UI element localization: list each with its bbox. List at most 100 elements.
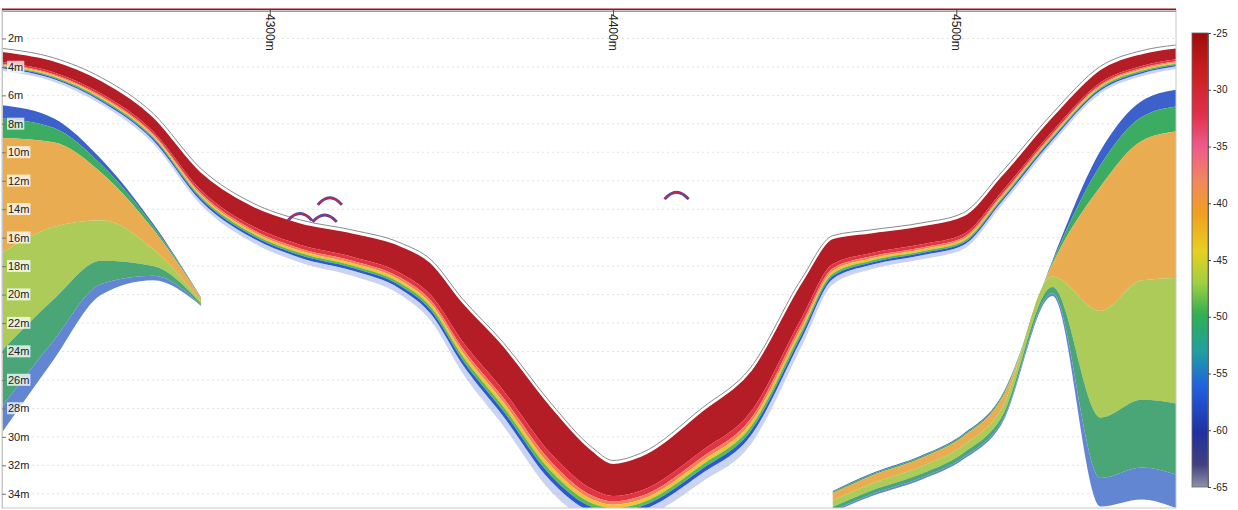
x-tick-label: 4400m: [606, 14, 620, 51]
y-tick-label: 28m: [8, 402, 29, 414]
grid-line: [2, 66, 1176, 67]
color-tick: -50: [1208, 311, 1228, 322]
label-background: [7, 32, 24, 44]
y-tick-mark: [2, 465, 6, 466]
color-tick: -30: [1208, 84, 1228, 95]
y-tick-label: 26m: [8, 374, 29, 386]
y-tick-label: 16m: [8, 232, 29, 244]
label-background: [7, 232, 30, 244]
y-tick-label: 30m: [8, 431, 29, 443]
echo-band: [2, 45, 1176, 508]
y-tick: [2, 295, 6, 296]
label-background: [7, 288, 30, 300]
color-tick-label: -45: [1213, 255, 1228, 266]
color-axis: -25 -30 -35 -40 -45 -50 -55 -60 -65: [1208, 28, 1228, 493]
echo-band: [2, 90, 1176, 508]
y-tick: [2, 437, 6, 438]
label-background: [7, 317, 30, 329]
color-tick-mark: [1208, 317, 1211, 318]
y-tick: [2, 238, 6, 239]
color-tick-label: -60: [1213, 425, 1228, 436]
y-tick-mark: [2, 38, 6, 39]
color-tick-label: -30: [1213, 84, 1228, 95]
color-tick: -40: [1208, 198, 1228, 209]
y-tick-labels: 2m4m6m8m10m12m14m16m18m20m22m24m26m28m30…: [7, 32, 30, 499]
target-outline: [313, 215, 337, 222]
color-tick-label: -40: [1213, 198, 1228, 209]
color-tick: -65: [1208, 482, 1228, 493]
label-background: [7, 345, 30, 357]
color-tick: -25: [1208, 28, 1228, 39]
target: [318, 198, 342, 205]
y-axis: [2, 11, 6, 509]
y-axis-line: [2, 11, 3, 509]
y-tick-label: 22m: [8, 317, 29, 329]
y-tick: [2, 209, 6, 210]
label-background: [7, 175, 30, 187]
y-tick-label: 12m: [8, 175, 29, 187]
y-tick-label: 20m: [8, 288, 29, 300]
label-background: [7, 260, 30, 272]
color-bar: [1192, 33, 1208, 487]
grid-line: [2, 237, 1176, 238]
y-tick-label: 10m: [8, 146, 29, 158]
target-outline: [665, 192, 689, 199]
y-tick-label: 8m: [8, 118, 23, 130]
y-tick: [2, 124, 6, 125]
target: [288, 213, 312, 220]
grid-line: [2, 209, 1176, 210]
y-tick-mark: [2, 238, 6, 239]
color-tick-label: -25: [1213, 28, 1228, 39]
grid-line: [2, 38, 1176, 39]
y-tick-mark: [2, 323, 6, 324]
color-tick-mark: [1208, 487, 1211, 488]
color-tick-label: -55: [1213, 368, 1228, 379]
y-tick-label: 34m: [8, 488, 29, 500]
color-tick-label: -35: [1213, 141, 1228, 152]
y-tick: [2, 351, 6, 352]
echo-layer: [2, 106, 1176, 493]
y-tick: [2, 266, 6, 267]
echo-layer: [2, 276, 1176, 508]
y-tick-mark: [2, 494, 6, 495]
label-background: [7, 374, 30, 386]
echogram: 4300m4400m4500m2m4m6m8m10m12m14m16m18m20…: [0, 0, 1238, 510]
color-tick: -60: [1208, 425, 1228, 436]
grid-line: [2, 95, 1176, 96]
color-tick-mark: [1208, 374, 1211, 375]
y-tick-label: 4m: [8, 61, 23, 73]
x-tick-label: 4500m: [949, 14, 963, 51]
color-tick: -35: [1208, 141, 1228, 152]
y-tick-label: 18m: [8, 260, 29, 272]
color-tick-label: -65: [1213, 482, 1228, 493]
y-tick: [2, 465, 6, 466]
y-tick-label: 6m: [8, 89, 23, 101]
y-tick-mark: [2, 351, 6, 352]
y-tick-mark: [2, 380, 6, 381]
y-tick-mark: [2, 266, 6, 267]
y-tick: [2, 152, 6, 153]
target-outline: [288, 213, 312, 220]
echo-layer: [2, 261, 1176, 508]
grid-line: [2, 351, 1176, 352]
label-background: [7, 203, 30, 215]
echo-layer: [2, 132, 1176, 501]
color-tick-mark: [1208, 90, 1211, 91]
y-tick-mark: [2, 437, 6, 438]
label-background: [7, 89, 24, 101]
echo-layer: [2, 65, 1176, 508]
x-tick-label: 4300m: [263, 14, 277, 51]
color-tick: -55: [1208, 368, 1228, 379]
y-tick-mark: [2, 124, 6, 125]
y-tick-mark: [2, 181, 6, 182]
y-tick-label: 24m: [8, 345, 29, 357]
grid-line: [2, 123, 1176, 124]
y-tick: [2, 95, 6, 96]
color-tick-mark: [1208, 430, 1211, 431]
color-tick-label: -50: [1213, 311, 1228, 322]
x-axis-line: [3, 10, 1177, 11]
label-background: [7, 431, 30, 443]
y-tick: [2, 38, 6, 39]
y-tick-mark: [2, 95, 6, 96]
target: [313, 215, 337, 222]
